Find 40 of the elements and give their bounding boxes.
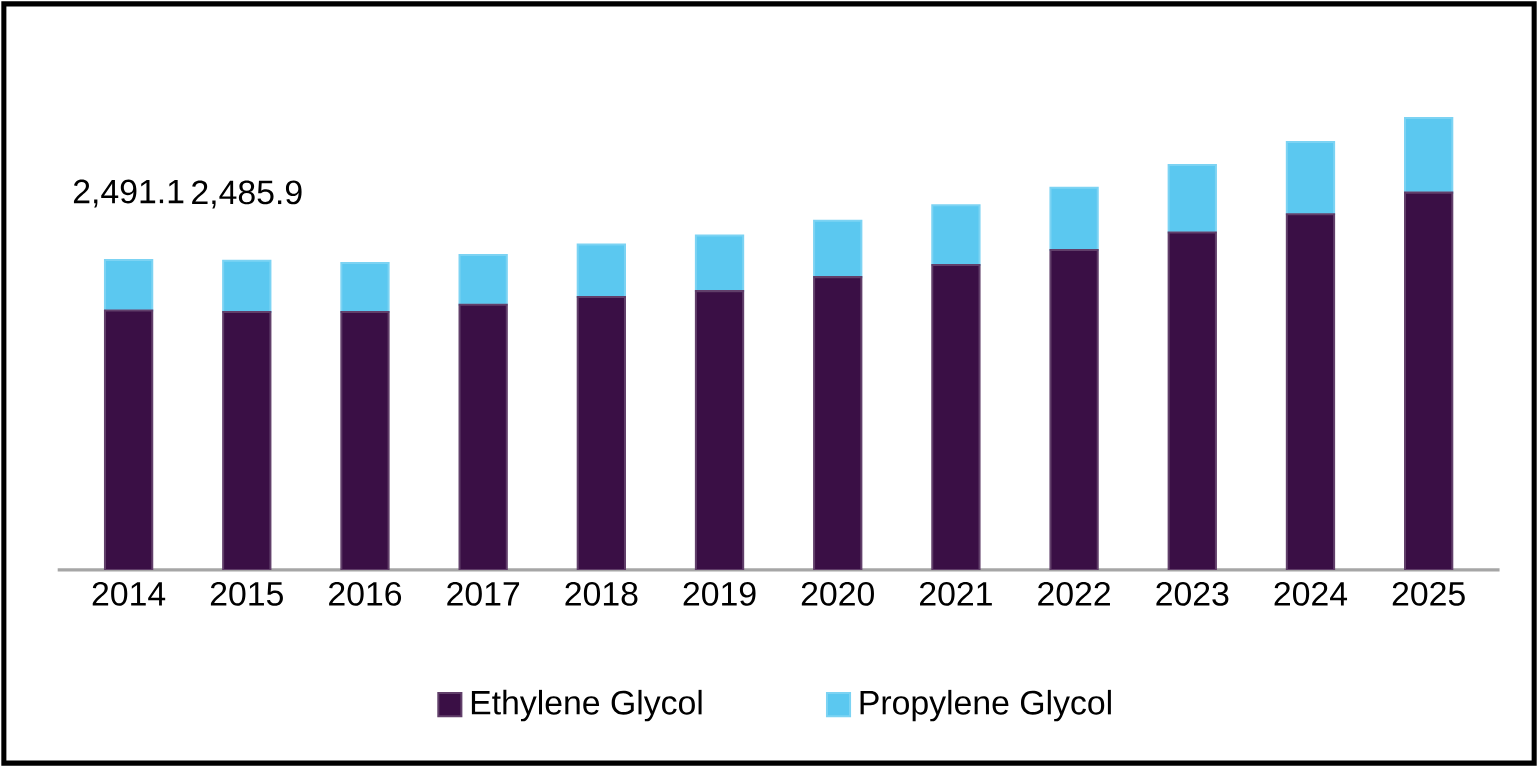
bar <box>1167 231 1217 570</box>
legend-label: Ethylene Glycol <box>471 689 702 722</box>
bar <box>458 253 508 306</box>
bar <box>1404 117 1454 194</box>
annotation: 2,485.9 <box>192 180 302 209</box>
legend-label: Propylene Glycol <box>860 689 1111 722</box>
x-tick-label: 2022 <box>1038 581 1110 606</box>
x-tick-label: 2014 <box>92 581 166 606</box>
bar <box>458 303 508 570</box>
x-tick-label: 2015 <box>210 581 283 606</box>
bar <box>1404 191 1454 570</box>
x-tick-label: 2019 <box>683 581 756 606</box>
x-tick-label: 2016 <box>329 581 402 606</box>
bar <box>931 263 981 570</box>
bar <box>1285 140 1336 216</box>
x-tick-label: 2018 <box>565 581 638 606</box>
bar <box>103 309 154 570</box>
annotation: 2,491.1 <box>73 179 184 208</box>
bar <box>694 234 745 293</box>
bar <box>813 219 863 279</box>
bar <box>340 310 390 570</box>
bar <box>1049 248 1099 570</box>
bar <box>222 259 272 313</box>
bar <box>1049 186 1099 252</box>
bar <box>931 204 981 266</box>
bar <box>1167 164 1217 234</box>
x-tick-label: 2017 <box>447 581 520 606</box>
bar <box>1285 213 1336 570</box>
x-tick-label: 2025 <box>1392 581 1465 606</box>
bar <box>340 262 390 313</box>
x-tick-label: 2024 <box>1274 581 1348 606</box>
x-tick-label: 2020 <box>801 581 874 606</box>
bar <box>813 276 863 570</box>
bar <box>103 258 154 312</box>
bar <box>694 290 745 570</box>
x-tick-label: 2021 <box>920 581 992 606</box>
bar <box>576 295 627 570</box>
x-tick-label: 2023 <box>1156 581 1229 606</box>
bar <box>576 243 627 299</box>
bar <box>222 310 272 570</box>
